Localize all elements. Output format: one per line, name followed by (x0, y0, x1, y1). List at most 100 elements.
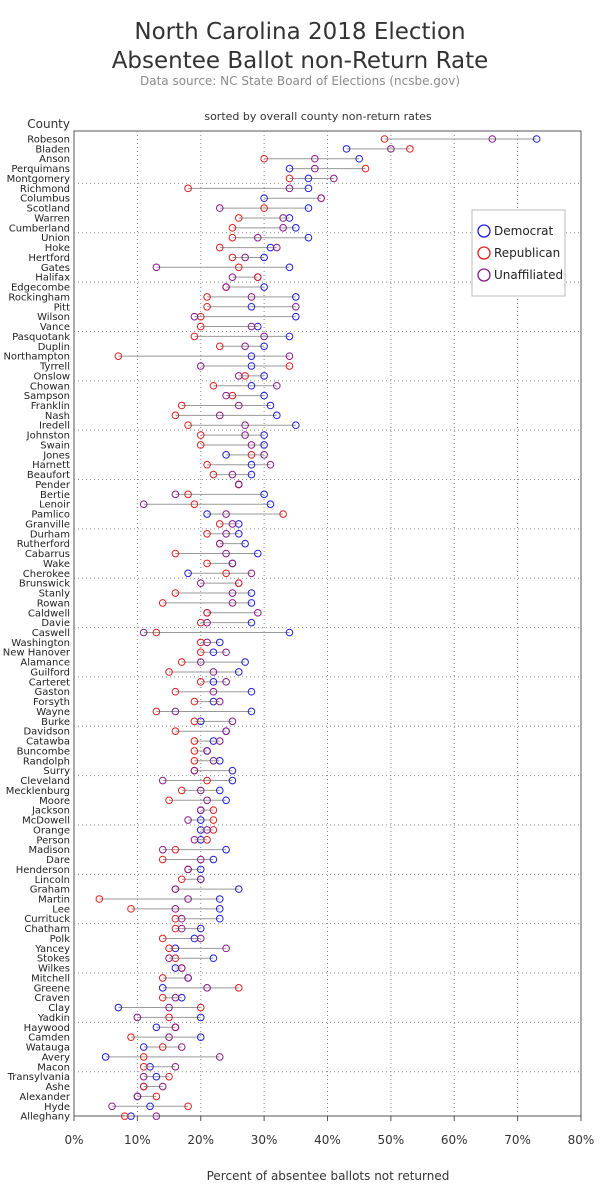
unaffiliated-marker (215, 539, 224, 548)
county-label: Tyrrell (39, 362, 70, 373)
democrat-marker (203, 510, 211, 518)
democrat-marker (114, 1003, 123, 1012)
x-tick-label: 60% (441, 1133, 468, 1147)
county-label: Vance (40, 322, 70, 333)
county-row: Cherokee (23, 569, 256, 580)
x-tick-label: 50% (378, 1133, 405, 1147)
county-row: Hyde (44, 1102, 192, 1113)
grid-lines (74, 131, 581, 1116)
county-label: Cleveland (20, 776, 70, 787)
unaffiliated-marker (139, 500, 148, 508)
legend-marker (477, 246, 491, 260)
county-label: Macon (37, 1062, 70, 1073)
county-label: Iredell (39, 421, 70, 432)
republican-marker (171, 727, 180, 736)
democrat-marker (247, 589, 256, 597)
republican-marker (253, 273, 262, 281)
county-row: Yancey (34, 944, 230, 955)
county-row: Davidson (23, 727, 230, 738)
republican-marker (285, 362, 294, 370)
republican-marker (203, 302, 211, 311)
democrat-marker (285, 628, 294, 637)
county-row: Caldwell (28, 608, 262, 619)
county-row: Graham (30, 885, 243, 896)
democrat-marker (215, 905, 224, 913)
county-row: Iredell (39, 421, 300, 432)
republican-marker (171, 589, 180, 597)
unaffiliated-marker (279, 224, 287, 232)
democrat-marker (222, 845, 230, 854)
republican-marker (196, 431, 205, 439)
unaffiliated-marker (273, 381, 281, 390)
democrat-marker (247, 460, 256, 469)
democrat-marker (260, 441, 268, 449)
county-row: Henderson (16, 865, 205, 876)
county-label: Yancey (34, 944, 70, 955)
republican-marker (209, 381, 218, 390)
county-row: Mitchell (31, 973, 192, 984)
democrat-marker (273, 411, 281, 420)
unaffiliated-marker (196, 786, 205, 795)
county-label: Lee (52, 904, 70, 915)
county-row: Craven (34, 993, 186, 1004)
county-row: Franklin (31, 401, 275, 412)
county-row: Rockingham (8, 292, 300, 303)
county-label: Pasquotank (12, 332, 70, 343)
county-row: Madison (28, 845, 230, 856)
unaffiliated-marker (184, 895, 192, 903)
republican-marker (158, 1043, 167, 1051)
democrat-marker (158, 984, 167, 992)
democrat-marker (184, 569, 192, 578)
republican-marker (139, 1062, 148, 1071)
republican-marker (171, 549, 180, 558)
democrat-marker (260, 194, 268, 203)
unaffiliated-marker (241, 342, 249, 351)
county-row: New Hanover (3, 648, 230, 659)
republican-marker (158, 934, 167, 943)
democrat-marker (234, 530, 243, 538)
democrat-marker (234, 885, 243, 893)
county-label: Nash (45, 411, 70, 422)
unaffiliated-marker (311, 154, 319, 163)
democrat-marker (342, 145, 351, 153)
county-label: Halifax (35, 273, 70, 284)
x-tick-label: 30% (251, 1133, 278, 1147)
unaffiliated-marker (317, 194, 325, 203)
county-row: Macon (37, 1062, 180, 1073)
county-row: Clay (48, 1003, 205, 1014)
county-label: Perquimans (11, 164, 70, 175)
democrat-marker (247, 362, 256, 370)
republican-marker (209, 816, 218, 824)
county-label: Hertford (28, 253, 70, 264)
county-label: Gates (41, 263, 70, 274)
county-label: Rockingham (8, 292, 70, 303)
legend-marker (477, 268, 491, 282)
democrat-marker (196, 816, 205, 824)
democrat-marker (247, 381, 256, 390)
county-row: Burke (41, 717, 237, 728)
republican-marker (215, 243, 224, 252)
county-label: Pamlico (31, 510, 70, 521)
unaffiliated-marker (260, 332, 268, 341)
county-label: Dare (46, 855, 70, 866)
county-label: Caswell (32, 628, 70, 639)
county-row: Hoke (45, 243, 281, 254)
county-label: Orange (33, 825, 70, 836)
unaffiliated-marker (209, 668, 218, 676)
x-tick-label: 20% (187, 1133, 214, 1147)
unaffiliated-marker (247, 569, 256, 578)
democrat-marker (260, 253, 268, 262)
county-row: Lee (52, 904, 224, 915)
democrat-marker (228, 766, 237, 775)
county-label: Lenoir (39, 500, 71, 511)
democrat-marker (247, 302, 256, 311)
unaffiliated-marker (241, 421, 249, 430)
unaffiliated-marker (165, 954, 173, 963)
unaffiliated-marker (190, 766, 199, 775)
county-row: Bladen (35, 144, 414, 155)
unaffiliated-marker (152, 1112, 161, 1120)
county-row: Polk (50, 934, 205, 945)
county-label: Gaston (35, 687, 70, 698)
county-label: Columbus (20, 194, 70, 205)
republican-marker (165, 1013, 173, 1022)
